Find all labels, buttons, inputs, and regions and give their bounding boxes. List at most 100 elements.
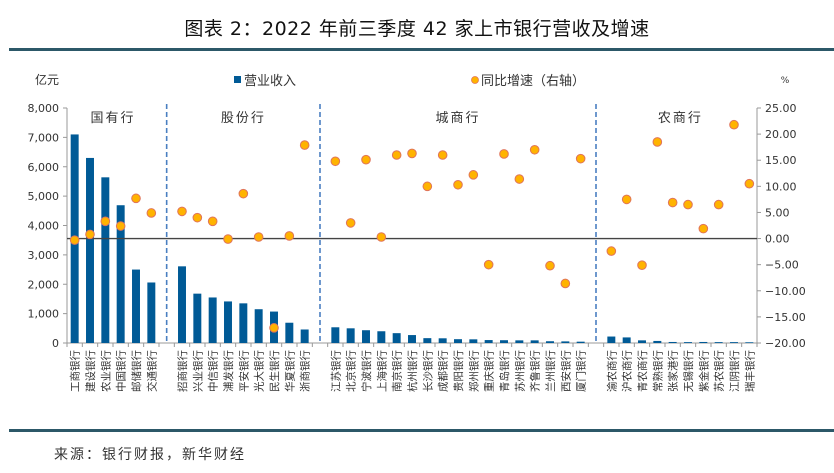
x-axis-label: 浦发银行	[222, 350, 235, 392]
growth-dot	[223, 234, 233, 244]
revenue-bar	[438, 338, 447, 343]
growth-dot	[652, 137, 663, 147]
revenue-bar	[684, 342, 692, 343]
x-axis-label: 上海银行	[375, 350, 388, 392]
revenue-bar	[638, 340, 646, 343]
left-axis: 0 1,000 2,000 3,000 4,000 5,000 6,000 7,000 8,00…	[28, 72, 758, 350]
revenue-bar	[530, 340, 539, 343]
x-axis-label: 北京银行	[345, 350, 358, 392]
right-axis-label: %	[781, 76, 790, 86]
x-axis-label: 宁波银行	[360, 350, 373, 392]
revenue-bar	[454, 339, 462, 343]
legend-growth-marker	[471, 76, 479, 84]
growth-dot	[621, 194, 632, 205]
legend-growth-label: 同比增速（右轴）	[481, 74, 585, 89]
growth-dots	[69, 119, 755, 333]
growth-dot	[207, 216, 218, 227]
x-axis-label: 招商银行	[176, 350, 189, 392]
revenue-bar	[699, 341, 708, 343]
growth-dot	[575, 153, 586, 164]
growth-dot	[606, 246, 617, 256]
x-axis-label: 华夏银行	[283, 350, 296, 392]
x-axis-label: 邮储银行	[130, 350, 143, 392]
growth-dot	[345, 218, 356, 228]
x-axis-label: 郑州银行	[467, 350, 480, 392]
growth-dot	[299, 140, 310, 150]
x-axis-label: 无锡银行	[682, 350, 695, 392]
growth-dot	[637, 260, 647, 270]
chart: 0 1,000 2,000 3,000 4,000 5,000 6,000 7,000 8,00…	[28, 72, 806, 392]
footer-rule	[9, 429, 834, 432]
x-axis-label: 江阴银行	[728, 350, 741, 392]
x-axis-label: 苏农银行	[713, 350, 726, 392]
growth-dot	[253, 232, 264, 242]
revenue-bar	[423, 338, 432, 343]
revenue-bar	[546, 341, 554, 343]
revenue-bar	[745, 342, 754, 343]
revenue-bar	[561, 341, 570, 343]
right-axis-tick-label: −10.00	[765, 285, 806, 298]
x-axis-label: 兰州银行	[544, 350, 557, 392]
x-axis-label: 紫金银行	[697, 350, 710, 392]
growth-dot	[545, 260, 555, 271]
x-axis-label: 瑞丰银行	[743, 350, 756, 392]
x-axis-label: 民生银行	[268, 350, 281, 392]
legend: 营业收入 同比增速（右轴）	[234, 74, 585, 89]
growth-dot	[499, 149, 509, 159]
growth-dot	[744, 178, 755, 189]
group-label: 农商行	[658, 111, 703, 126]
x-axis-label: 沪农商行	[621, 350, 634, 392]
x-axis-label: 成都银行	[437, 350, 450, 392]
right-axis-tick-label: 5.00	[765, 206, 790, 219]
growth-dot	[146, 208, 157, 218]
growth-dot	[407, 148, 417, 159]
x-axis-label: 南京银行	[391, 350, 404, 392]
x-axis-label: 杭州银行	[406, 350, 419, 392]
group-label: 国有行	[90, 111, 135, 126]
growth-dot	[269, 323, 279, 333]
x-axis-label: 江苏银行	[329, 350, 342, 392]
right-axis-tick-label: −15.00	[765, 311, 806, 324]
growth-dot	[284, 231, 295, 241]
left-axis-tick-label: 2,000	[28, 278, 60, 291]
left-axis-tick-label: 7,000	[28, 131, 60, 144]
x-axis-labels: 工商银行 建设银行 农业银行 中国银行 邮储银行 交通银行 招商银行 兴业银行 中信银行 浦发银行…	[69, 350, 757, 392]
growth-dot	[391, 150, 402, 160]
revenue-bar	[362, 330, 370, 343]
x-axis-label: 长沙银行	[421, 350, 434, 392]
growth-dot	[713, 199, 724, 210]
revenue-bar	[116, 205, 125, 343]
group-separators: 国有行 股份行 城商行 农商行	[90, 104, 703, 343]
growth-dot	[453, 179, 463, 190]
x-axis-label: 张家港行	[667, 350, 680, 392]
growth-dot	[361, 154, 371, 165]
revenue-bar	[147, 282, 156, 343]
x-axis-label: 青农商行	[636, 350, 649, 392]
growth-dot	[177, 206, 187, 217]
legend-revenue-marker	[234, 76, 241, 83]
revenue-bar	[500, 340, 508, 343]
left-axis-tick-label: 5,000	[28, 190, 60, 203]
right-axis-tick-label: −5.00	[765, 259, 799, 272]
left-axis-tick-label: 0	[52, 337, 59, 350]
growth-dot	[437, 150, 448, 160]
x-axis-label: 苏州银行	[513, 350, 526, 392]
right-axis-tick-label: 0.00	[765, 233, 790, 246]
revenue-bar	[714, 342, 723, 343]
x-axis-label: 工商银行	[69, 350, 82, 392]
revenue-bar	[285, 322, 294, 343]
x-axis-label: 交通银行	[145, 350, 158, 392]
left-axis-tick-label: 8,000	[28, 102, 60, 115]
revenue-bar	[239, 303, 248, 343]
x-axis-label: 光大银行	[253, 350, 266, 392]
x-axis-label: 青岛银行	[498, 350, 511, 392]
revenue-bar	[331, 327, 340, 343]
growth-dot	[192, 212, 203, 223]
x-axis-label: 西安银行	[559, 350, 572, 392]
growth-dot	[100, 216, 111, 227]
left-axis-tick-label: 6,000	[28, 161, 60, 174]
growth-dot	[85, 229, 95, 240]
growth-dot	[115, 221, 126, 231]
revenue-bar	[377, 331, 386, 343]
revenue-bar	[132, 269, 140, 343]
